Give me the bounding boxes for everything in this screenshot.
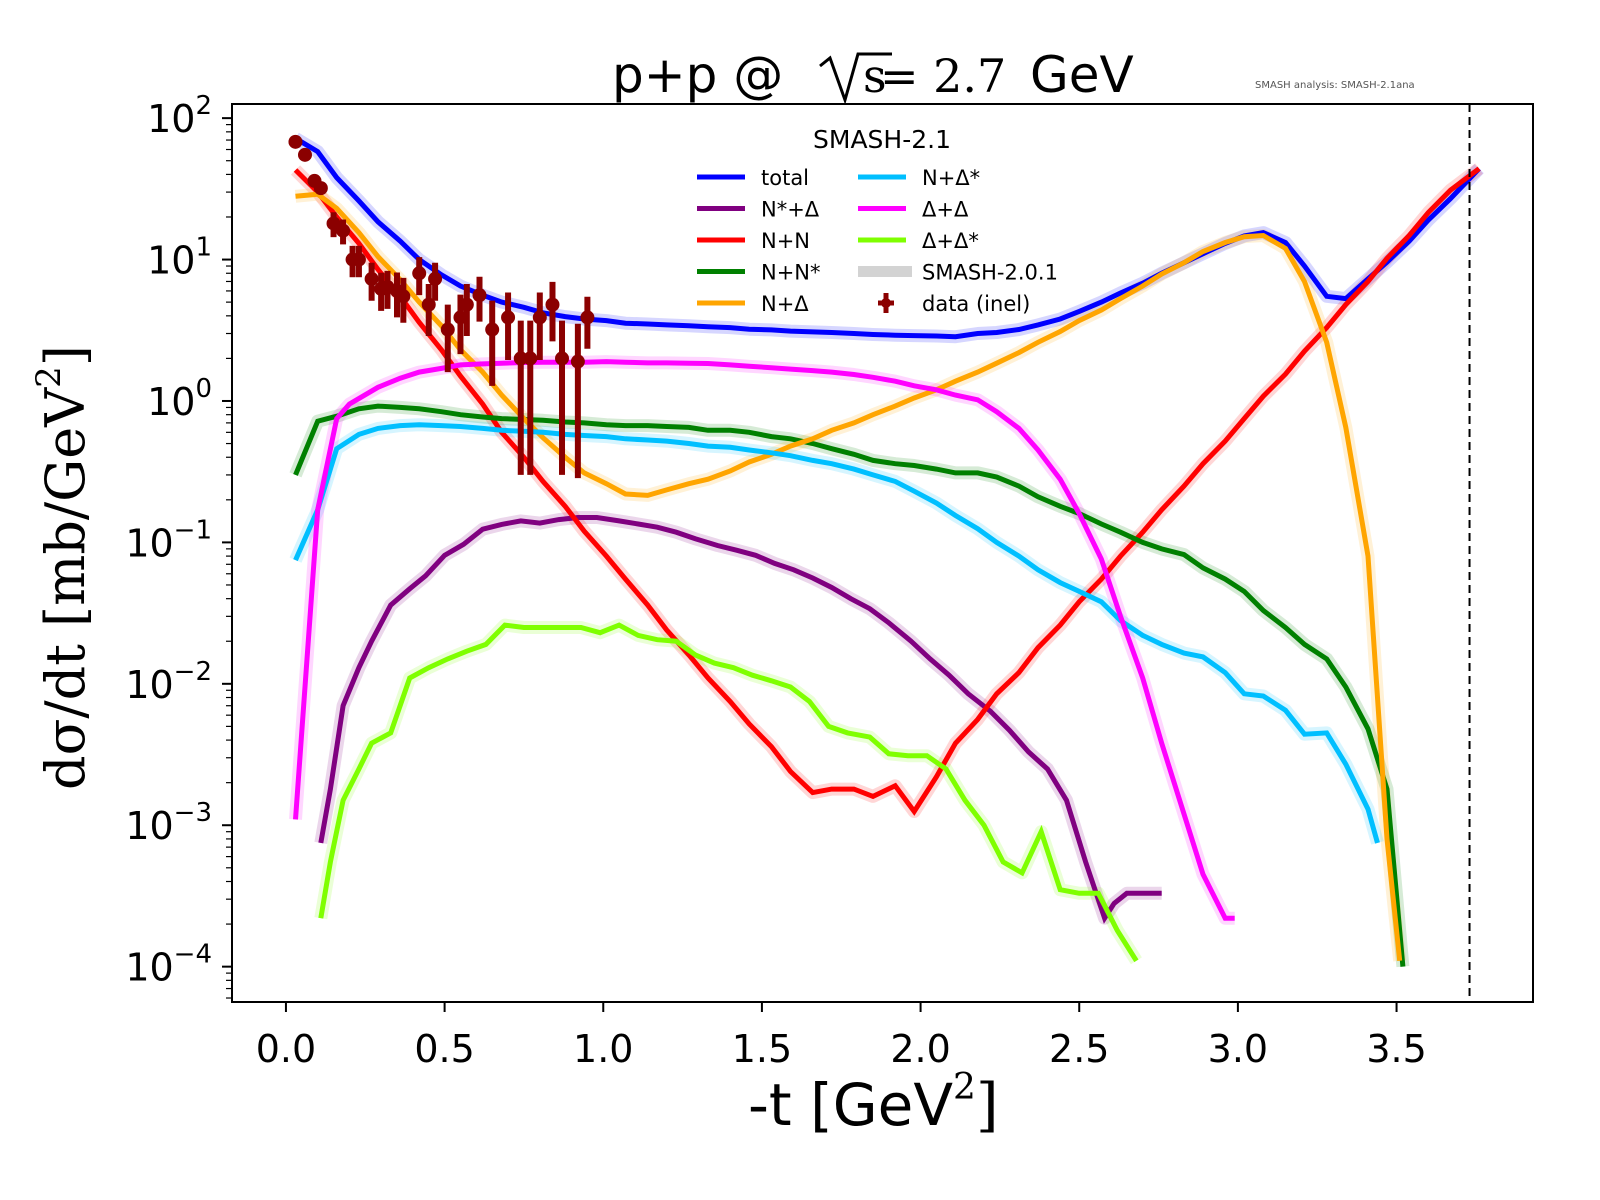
- y-tick-label: 102: [147, 91, 212, 141]
- y-tick-label: 100: [147, 374, 212, 424]
- title-sqrt-arg: s: [863, 49, 887, 103]
- chart-title: p+p @ s = 2.7 GeV: [612, 46, 1134, 105]
- x-tick-label: 0.0: [256, 1027, 316, 1071]
- x-label-text: -t [GeV: [748, 1071, 953, 1139]
- sqrt-sign-icon: [819, 52, 892, 105]
- y-axis-label: dσ/dt [mb/GeV2]: [29, 345, 97, 790]
- legend-entry-nstar_delta: N*+Δ: [697, 198, 820, 222]
- series-line-nstar_delta: [318, 515, 1162, 924]
- data-point: [580, 310, 595, 325]
- x-label-sup: 2: [953, 1067, 976, 1108]
- data-point: [288, 134, 303, 149]
- title-energy: = 2.7: [880, 49, 1006, 103]
- data-point: [501, 310, 516, 325]
- series-line-n_delta: [295, 191, 1403, 962]
- data-point: [336, 223, 351, 238]
- y-label-close: ]: [34, 345, 97, 366]
- legend-label: N+N*: [761, 261, 821, 285]
- legend-label: total: [761, 166, 809, 190]
- series-line-n_nstar: [293, 403, 1406, 967]
- y-tick-label: 10−1: [125, 515, 212, 565]
- corner-note: SMASH analysis: SMASH-2.1ana: [1255, 80, 1415, 91]
- data-markers: [288, 134, 595, 479]
- x-tick-label: 3.5: [1366, 1027, 1426, 1071]
- x-tick-label: 0.5: [414, 1027, 474, 1071]
- legend-label: Δ+Δ: [922, 198, 969, 222]
- y-tick-label: 101: [147, 233, 212, 283]
- data-point: [459, 297, 474, 312]
- series-line-total: [294, 136, 1481, 340]
- legend-entry-nn: N+N: [697, 229, 810, 253]
- legend-entry-data: data (inel): [878, 292, 1030, 316]
- legend-title: SMASH-2.1: [813, 125, 951, 154]
- reference-band-delta_delta: [289, 355, 1235, 925]
- y-label-main: dσ/dt [mb/GeV2]: [29, 345, 97, 790]
- data-point: [412, 266, 427, 281]
- y-label-text: dσ/dt [mb/GeV: [34, 387, 97, 790]
- x-tick-label: 2.5: [1049, 1027, 1109, 1071]
- data-point: [364, 271, 379, 286]
- y-tick-label: 10−4: [125, 940, 212, 990]
- legend-label: N+Δ*: [922, 166, 980, 190]
- legend-label: N*+Δ: [761, 198, 820, 222]
- reference-band-n_deltastar: [289, 418, 1384, 845]
- data-point: [326, 216, 341, 231]
- y-label-sup: 2: [29, 366, 69, 388]
- data-point: [523, 351, 538, 366]
- legend-label: Δ+Δ*: [922, 229, 979, 253]
- data-point: [313, 181, 328, 196]
- y-tick-label: 10−3: [125, 798, 212, 848]
- series-line-delta_deltastar: [318, 622, 1139, 963]
- series-line-n_deltastar: [293, 422, 1380, 844]
- legend-label: data (inel): [922, 292, 1030, 316]
- data-point: [396, 289, 411, 304]
- data-point: [421, 297, 436, 312]
- data-point: [532, 310, 547, 325]
- data-point: [440, 322, 455, 337]
- legend: SMASH-2.1 total N*+Δ N+N N+N* N+Δ N+Δ* Δ+Δ Δ+Δ*…: [697, 125, 1058, 316]
- series-lines: [293, 136, 1481, 967]
- legend-entry-n_deltastar: N+Δ*: [858, 166, 980, 190]
- legend-entry-n_nstar: N+N*: [697, 261, 821, 285]
- x-axis: 0.0 0.5 1.0 1.5 2.0 2.5 3.0 3.5: [256, 1002, 1427, 1071]
- data-point: [570, 354, 585, 369]
- legend-entry-delta_delta: Δ+Δ: [858, 198, 969, 222]
- data-point: [472, 288, 487, 303]
- x-tick-label: 2.0: [890, 1027, 950, 1071]
- legend-label: N+Δ: [761, 292, 809, 316]
- data-point: [351, 252, 366, 267]
- legend-entry-ref: SMASH-2.0.1: [858, 261, 1058, 285]
- data-point: [485, 322, 500, 337]
- x-label-close: ]: [976, 1071, 999, 1139]
- x-tick-label: 1.0: [573, 1027, 633, 1071]
- plot-frame: [231, 103, 1534, 1003]
- y-tick-label: 10−2: [125, 657, 212, 707]
- legend-label: N+N: [761, 229, 810, 253]
- x-axis-label: -t [GeV2]: [748, 1067, 999, 1139]
- x-label-main: -t [GeV2]: [748, 1067, 999, 1139]
- legend-entry-total: total: [697, 166, 809, 190]
- legend-label: SMASH-2.0.1: [922, 261, 1058, 285]
- x-tick-label: 3.0: [1208, 1027, 1268, 1071]
- legend-entry-n_delta: N+Δ: [697, 292, 809, 316]
- x-tick-label: 1.5: [732, 1027, 792, 1071]
- y-axis: 102 101 100 10−1 10−2 10−3 10−4: [125, 91, 232, 999]
- data-point: [555, 351, 570, 366]
- legend-marker-point: [881, 298, 891, 308]
- title-suffix: GeV: [1030, 46, 1134, 104]
- data-point: [428, 271, 443, 286]
- data-point: [297, 147, 312, 162]
- data-point: [545, 297, 560, 312]
- series-line-delta_delta: [293, 359, 1235, 921]
- legend-entry-delta_deltastar: Δ+Δ*: [858, 229, 979, 253]
- title-prefix: p+p @: [612, 46, 783, 104]
